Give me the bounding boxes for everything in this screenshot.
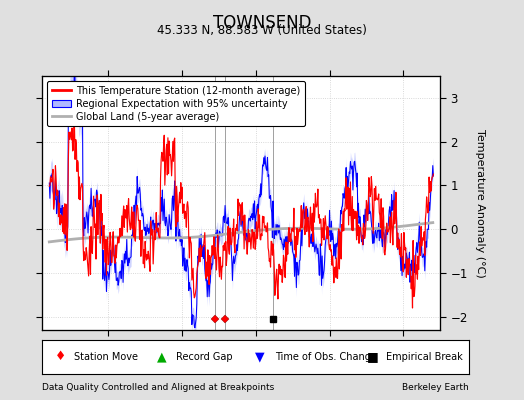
Text: Time of Obs. Change: Time of Obs. Change (275, 352, 377, 362)
Text: Empirical Break: Empirical Break (386, 352, 463, 362)
Text: Station Move: Station Move (74, 352, 138, 362)
Y-axis label: Temperature Anomaly (°C): Temperature Anomaly (°C) (475, 129, 485, 277)
Text: 45.333 N, 88.583 W (United States): 45.333 N, 88.583 W (United States) (157, 24, 367, 37)
Text: Record Gap: Record Gap (177, 352, 233, 362)
Text: ♦: ♦ (54, 350, 66, 364)
Text: ▲: ▲ (157, 350, 167, 364)
Text: Berkeley Earth: Berkeley Earth (402, 383, 469, 392)
Legend: This Temperature Station (12-month average), Regional Expectation with 95% uncer: This Temperature Station (12-month avera… (47, 81, 305, 126)
Text: ■: ■ (366, 350, 378, 364)
Text: TOWNSEND: TOWNSEND (213, 14, 311, 32)
Text: Data Quality Controlled and Aligned at Breakpoints: Data Quality Controlled and Aligned at B… (42, 383, 274, 392)
Text: ▼: ▼ (255, 350, 265, 364)
